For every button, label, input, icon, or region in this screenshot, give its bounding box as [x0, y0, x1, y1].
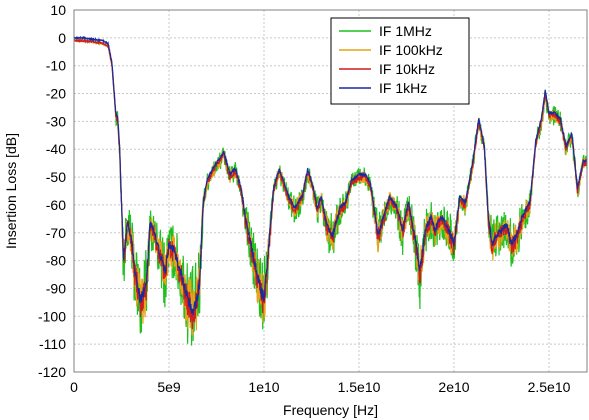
y-tick-label: 10 [50, 2, 66, 18]
series-line-3 [73, 35, 588, 316]
x-tick-label: 1e10 [248, 379, 279, 395]
legend-label: IF 10kHz [379, 61, 435, 77]
y-tick-label: -30 [46, 113, 66, 129]
y-tick-label: -70 [46, 225, 66, 241]
y-tick-labels: 10 0 -10 -20 -30 -40 -50 -60 -70 -80 -90 -100 -110 -1… [38, 2, 66, 380]
x-tick-label: 1.5e10 [338, 379, 381, 395]
x-axis-title: Frequency [Hz] [283, 402, 378, 418]
x-tick-label: 2.5e10 [528, 379, 571, 395]
y-tick-label: -90 [46, 280, 66, 296]
legend-label: IF 1MHz [379, 23, 432, 39]
y-tick-label: -110 [39, 336, 66, 352]
series-line-2 [73, 38, 588, 330]
plot-series-group [73, 35, 588, 346]
series-line-1 [73, 38, 588, 336]
y-tick-label: -100 [38, 308, 66, 324]
x-tick-label: 0 [70, 379, 78, 395]
legend-label: IF 100kHz [379, 42, 443, 58]
y-tick-label: -50 [46, 169, 66, 185]
y-axis-title: Insertion Loss [dB] [3, 133, 19, 249]
y-tick-label: -40 [46, 141, 66, 157]
x-tick-labels: 0 5e9 1e10 1.5e10 2e10 2.5e10 [70, 379, 571, 395]
legend-label: IF 1kHz [379, 80, 427, 96]
y-tick-label: -80 [46, 253, 66, 269]
y-tick-label: -60 [46, 197, 66, 213]
plot-frame [73, 9, 588, 373]
y-tick-label: -120 [38, 364, 66, 380]
legend: IF 1MHz IF 100kHz IF 10kHz IF 1kHz [330, 17, 470, 105]
y-tick-label: -20 [46, 86, 66, 102]
x-tick-label: 5e9 [157, 379, 181, 395]
y-tick-label: -10 [46, 58, 66, 74]
legend-box [330, 17, 470, 105]
y-tick-label: 0 [58, 30, 66, 46]
x-tick-label: 2e10 [438, 379, 469, 395]
